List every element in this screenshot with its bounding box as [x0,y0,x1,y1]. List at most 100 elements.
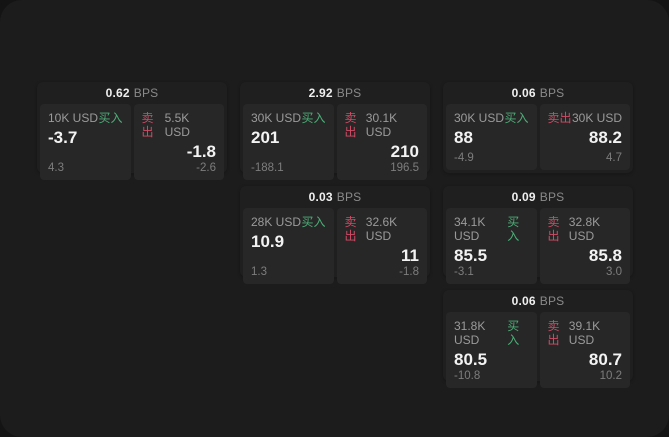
buy-label: 买入 [98,111,123,125]
quote-card: 0.06 BPS 30K USD 买入 88 -4.9 卖出 30K USD 8… [443,82,633,173]
card-bps-header: 2.92 BPS [240,82,430,104]
buy-price: 80.5 [454,350,488,369]
sell-panel-top: 卖出 30K USD [548,111,623,125]
bps-unit: BPS [336,86,362,100]
bps-unit: BPS [133,86,159,100]
buy-panel[interactable]: 31.8K USD 买入 80.5 -10.8 [446,312,537,388]
bps-value: 0.06 [511,294,536,308]
bps-value: 0.03 [308,190,333,204]
sell-amount: 32.8K USD [568,215,601,243]
card-bps-header: 0.09 BPS [443,186,633,208]
sell-delta: 196.5 [390,162,419,174]
quote-grid: 0.62 BPS 10K USD 买入 -3.7 4.3 卖出 5.5K USD… [37,82,633,388]
buy-panel[interactable]: 10K USD 买入 -3.7 4.3 [40,104,131,180]
sell-label: 卖出 [547,111,572,125]
buy-price: -3.7 [48,128,78,147]
buy-amount: 28K USD [251,215,302,229]
bps-value: 0.09 [511,190,536,204]
buy-label: 买入 [507,319,520,347]
sell-amount: 30.1K USD [365,111,398,139]
buy-panel[interactable]: 28K USD 买入 10.9 1.3 [243,208,334,284]
card-body: 31.8K USD 买入 80.5 -10.8 卖出 39.1K USD 80.… [443,312,633,391]
sell-delta: 10.2 [599,370,622,382]
card-body: 30K USD 买入 201 -188.1 卖出 30.1K USD 210 1… [240,104,430,183]
sell-price: 88.2 [588,128,622,147]
bps-value: 0.62 [105,86,130,100]
buy-label: 买入 [301,111,326,125]
sell-delta: -2.6 [196,162,216,174]
buy-amount: 34.1K USD [454,215,486,243]
bps-value: 0.06 [511,86,536,100]
card-body: 10K USD 买入 -3.7 4.3 卖出 5.5K USD -1.8 -2.… [37,104,227,183]
buy-panel-top: 34.1K USD 买入 [454,215,529,243]
card-bps-header: 0.62 BPS [37,82,227,104]
buy-delta: -10.8 [454,370,481,382]
sell-label: 卖出 [547,215,560,243]
buy-amount: 31.8K USD [454,319,486,347]
quote-card: 2.92 BPS 30K USD 买入 201 -188.1 卖出 30.1K … [240,82,430,180]
buy-label: 买入 [507,215,520,243]
card-bps-header: 0.06 BPS [443,82,633,104]
buy-delta: 4.3 [48,162,64,174]
card-body: 30K USD 买入 88 -4.9 卖出 30K USD 88.2 4.7 [443,104,633,173]
buy-panel[interactable]: 34.1K USD 买入 85.5 -3.1 [446,208,537,284]
buy-panel-top: 10K USD 买入 [48,111,123,125]
quote-card: 0.06 BPS 31.8K USD 买入 80.5 -10.8 卖出 39.1… [443,290,633,388]
buy-panel[interactable]: 30K USD 买入 201 -188.1 [243,104,334,180]
sell-panel-top: 卖出 30.1K USD [345,111,420,139]
sell-label: 卖出 [344,215,357,243]
sell-panel[interactable]: 卖出 30K USD 88.2 4.7 [539,104,630,170]
sell-amount: 30K USD [571,111,622,125]
sell-delta: 4.7 [606,152,622,164]
buy-delta: -3.1 [454,266,474,278]
buy-amount: 10K USD [48,111,99,125]
sell-price: 11 [401,246,419,265]
quote-card: 0.03 BPS 28K USD 买入 10.9 1.3 卖出 32.6K US… [240,186,430,284]
sell-amount: 5.5K USD [164,111,190,139]
sell-panel-top: 卖出 39.1K USD [548,319,623,347]
sell-panel[interactable]: 卖出 30.1K USD 210 196.5 [336,104,427,180]
bps-value: 2.92 [308,86,333,100]
buy-delta: -188.1 [251,162,284,174]
buy-panel[interactable]: 30K USD 买入 88 -4.9 [446,104,537,170]
buy-panel-top: 30K USD 买入 [251,111,326,125]
sell-panel[interactable]: 卖出 32.8K USD 85.8 3.0 [539,208,630,284]
card-bps-header: 0.03 BPS [240,186,430,208]
sell-amount: 32.6K USD [365,215,398,243]
sell-price: 80.7 [588,350,622,369]
sell-label: 卖出 [344,111,357,139]
sell-panel[interactable]: 卖出 39.1K USD 80.7 10.2 [539,312,630,388]
sell-panel-top: 卖出 32.6K USD [345,215,420,243]
buy-panel-top: 30K USD 买入 [454,111,529,125]
buy-panel-top: 31.8K USD 买入 [454,319,529,347]
bps-unit: BPS [539,86,565,100]
card-body: 34.1K USD 买入 85.5 -3.1 卖出 32.8K USD 85.8… [443,208,633,287]
buy-delta: -4.9 [454,152,474,164]
buy-price: 88 [454,128,473,147]
sell-panel-top: 卖出 5.5K USD [142,111,217,139]
sell-panel[interactable]: 卖出 5.5K USD -1.8 -2.6 [133,104,224,180]
card-bps-header: 0.06 BPS [443,290,633,312]
sell-price: 85.8 [588,246,622,265]
sell-label: 卖出 [141,111,154,139]
quote-card: 0.62 BPS 10K USD 买入 -3.7 4.3 卖出 5.5K USD… [37,82,227,180]
buy-amount: 30K USD [454,111,505,125]
bps-unit: BPS [539,294,565,308]
buy-amount: 30K USD [251,111,302,125]
buy-panel-top: 28K USD 买入 [251,215,326,229]
sell-price: 210 [390,142,419,161]
buy-delta: 1.3 [251,266,267,278]
sell-delta: 3.0 [606,266,622,278]
buy-price: 10.9 [251,232,285,251]
sell-label: 卖出 [547,319,560,347]
sell-panel[interactable]: 卖出 32.6K USD 11 -1.8 [336,208,427,284]
quote-card: 0.09 BPS 34.1K USD 买入 85.5 -3.1 卖出 32.8K… [443,186,633,284]
sell-amount: 39.1K USD [568,319,601,347]
sell-delta: -1.8 [399,266,419,278]
card-body: 28K USD 买入 10.9 1.3 卖出 32.6K USD 11 -1.8 [240,208,430,287]
buy-price: 201 [251,128,280,147]
buy-price: 85.5 [454,246,488,265]
buy-label: 买入 [301,215,326,229]
buy-label: 买入 [504,111,529,125]
